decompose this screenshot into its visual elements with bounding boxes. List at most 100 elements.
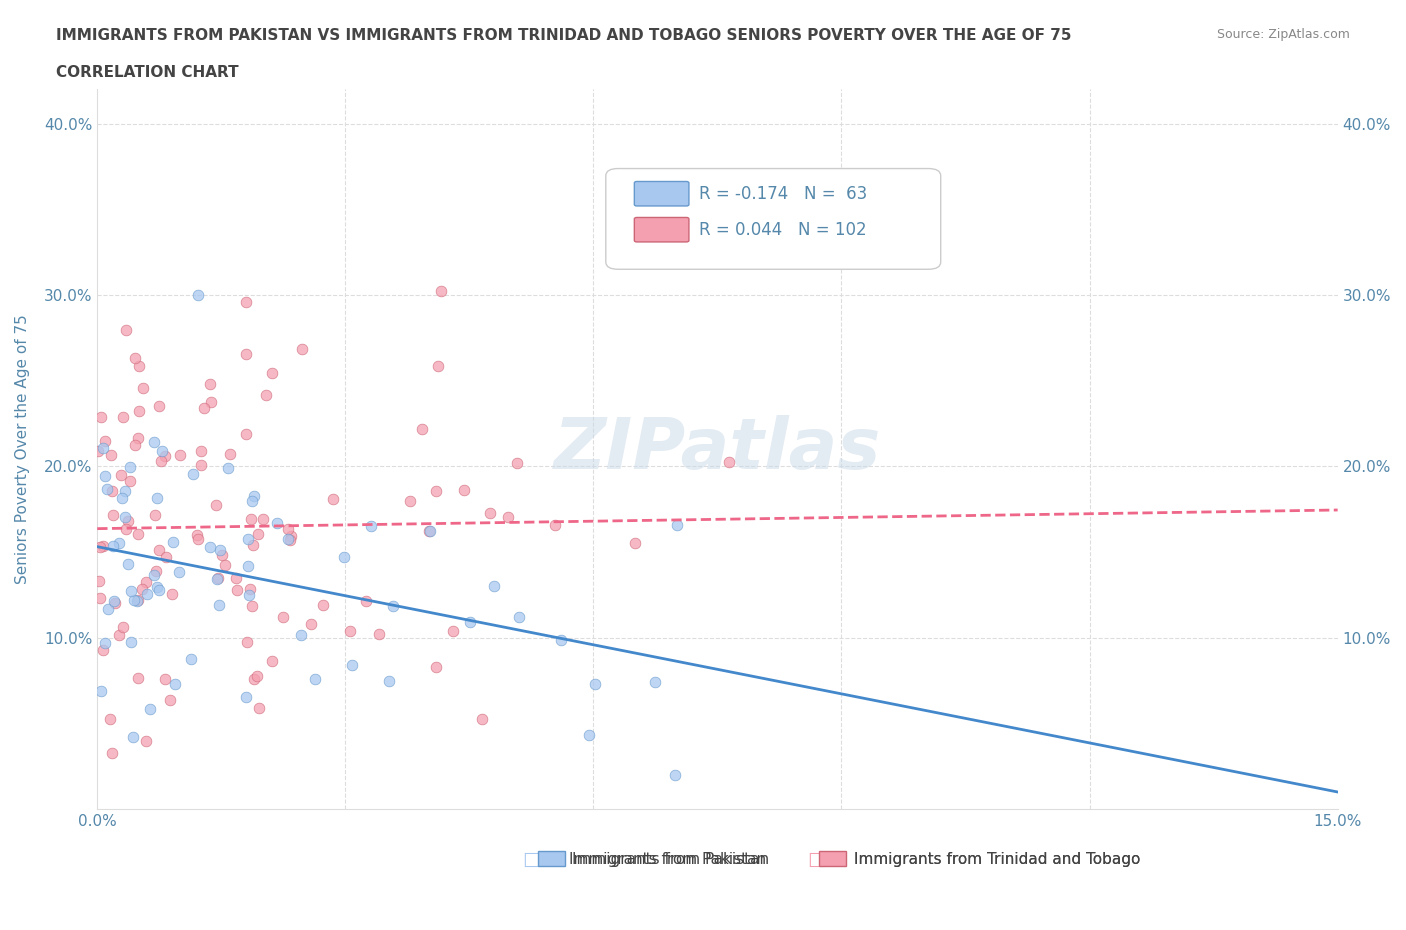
Point bbox=[644, 674, 666, 689]
Point bbox=[246, 669, 269, 684]
Point bbox=[146, 579, 169, 594]
Point bbox=[181, 467, 204, 482]
Point bbox=[290, 341, 312, 356]
Point bbox=[418, 524, 440, 538]
Point bbox=[299, 617, 322, 631]
Point bbox=[150, 454, 173, 469]
Point bbox=[186, 528, 208, 543]
Point bbox=[550, 632, 572, 647]
Point bbox=[93, 538, 115, 553]
Point bbox=[127, 671, 149, 685]
Point bbox=[162, 534, 184, 549]
Point bbox=[429, 284, 451, 299]
Point bbox=[214, 557, 236, 572]
Point bbox=[425, 659, 447, 674]
Point bbox=[100, 447, 122, 462]
Point bbox=[333, 550, 356, 565]
Point bbox=[117, 557, 139, 572]
Point bbox=[441, 624, 464, 639]
Point bbox=[235, 689, 257, 704]
Y-axis label: Seniors Poverty Over the Age of 75: Seniors Poverty Over the Age of 75 bbox=[15, 314, 30, 584]
Text: □: □ bbox=[807, 850, 825, 869]
Text: □: □ bbox=[522, 850, 540, 869]
Point bbox=[354, 593, 377, 608]
Point bbox=[114, 522, 136, 537]
Point bbox=[583, 677, 606, 692]
Point bbox=[271, 609, 294, 624]
Point bbox=[148, 583, 170, 598]
Point bbox=[426, 358, 449, 373]
Point bbox=[190, 458, 212, 472]
Point bbox=[217, 460, 239, 475]
Point bbox=[163, 676, 186, 691]
Point bbox=[209, 542, 232, 557]
Point bbox=[243, 671, 266, 686]
Point bbox=[664, 767, 686, 782]
Point bbox=[138, 701, 160, 716]
Point bbox=[278, 533, 301, 548]
Point bbox=[124, 351, 146, 365]
Point bbox=[240, 599, 263, 614]
Point bbox=[339, 624, 361, 639]
Point bbox=[87, 574, 110, 589]
Point bbox=[135, 734, 157, 749]
Point bbox=[118, 473, 141, 488]
Point bbox=[340, 658, 363, 672]
Point bbox=[90, 409, 112, 424]
Point bbox=[544, 518, 567, 533]
Point bbox=[155, 449, 177, 464]
Point bbox=[378, 673, 401, 688]
Point bbox=[508, 609, 530, 624]
Text: Immigrants from Pakistan: Immigrants from Pakistan bbox=[572, 852, 769, 867]
Point bbox=[484, 578, 506, 593]
Point bbox=[236, 532, 259, 547]
Point bbox=[235, 634, 257, 649]
Point bbox=[101, 508, 124, 523]
Point bbox=[127, 431, 149, 445]
Point bbox=[665, 517, 688, 532]
Point bbox=[187, 287, 209, 302]
Point bbox=[240, 512, 263, 526]
Point bbox=[101, 745, 124, 760]
Point bbox=[91, 441, 114, 456]
Point bbox=[135, 586, 157, 601]
Point bbox=[146, 491, 169, 506]
Point bbox=[132, 380, 155, 395]
FancyBboxPatch shape bbox=[820, 851, 846, 867]
Point bbox=[150, 444, 173, 458]
Point bbox=[193, 401, 215, 416]
Point bbox=[148, 543, 170, 558]
Point bbox=[624, 536, 647, 551]
Point bbox=[128, 358, 150, 373]
Point bbox=[207, 571, 229, 586]
Point bbox=[145, 564, 167, 578]
Point bbox=[135, 574, 157, 589]
Point bbox=[91, 643, 114, 658]
Point bbox=[419, 524, 441, 538]
Point bbox=[125, 594, 148, 609]
Point bbox=[155, 672, 177, 687]
Point bbox=[208, 598, 231, 613]
Point bbox=[200, 395, 222, 410]
Point bbox=[148, 399, 170, 414]
Point bbox=[187, 531, 209, 546]
Point bbox=[381, 598, 404, 613]
Point bbox=[127, 526, 149, 541]
Point bbox=[277, 531, 299, 546]
Point bbox=[94, 469, 117, 484]
Point bbox=[143, 435, 166, 450]
Point bbox=[219, 446, 242, 461]
Point bbox=[252, 512, 274, 526]
Point bbox=[226, 582, 249, 597]
Point bbox=[262, 365, 284, 380]
Point bbox=[167, 565, 190, 579]
Point bbox=[235, 346, 257, 361]
Text: Source: ZipAtlas.com: Source: ZipAtlas.com bbox=[1216, 28, 1350, 41]
Point bbox=[471, 711, 494, 726]
Point bbox=[103, 593, 125, 608]
Point bbox=[143, 567, 166, 582]
Point bbox=[120, 583, 142, 598]
Text: Immigrants from Trinidad and Tobago: Immigrants from Trinidad and Tobago bbox=[853, 852, 1140, 867]
Point bbox=[97, 602, 120, 617]
Point bbox=[143, 508, 166, 523]
